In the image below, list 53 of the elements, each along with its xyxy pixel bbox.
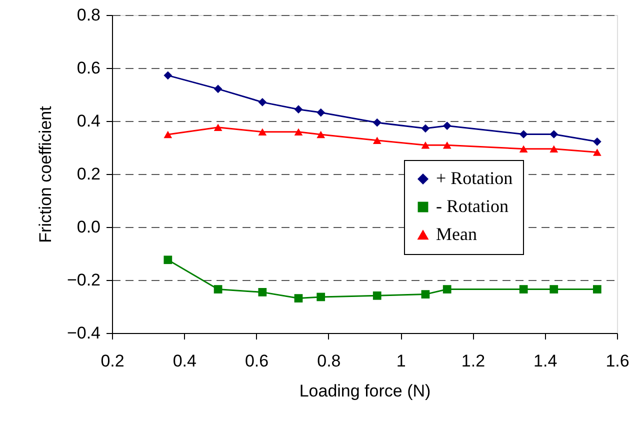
point <box>592 137 602 146</box>
y-tick-label: 0.8 <box>76 6 100 24</box>
point <box>421 290 430 298</box>
point <box>519 145 528 152</box>
point <box>258 98 267 106</box>
point <box>316 130 326 138</box>
point <box>442 141 452 149</box>
point <box>519 130 528 138</box>
point <box>294 105 303 114</box>
legend-label: Mean <box>436 224 477 244</box>
x-tick-label: 1.2 <box>461 352 486 370</box>
point <box>442 122 452 130</box>
point <box>550 130 558 138</box>
point <box>164 130 172 138</box>
x-axis-title: Loading force (N) <box>299 382 431 400</box>
y-tick-label: −0.2 <box>66 270 100 290</box>
y-tick-label: −0.4 <box>66 324 100 342</box>
y-axis-title: Friction coefficient <box>36 106 55 243</box>
x-tick-label: 0.2 <box>100 352 124 370</box>
x-tick-label: 1.6 <box>606 352 630 370</box>
point <box>372 118 382 127</box>
x-tick-label: 0.4 <box>172 352 196 370</box>
point <box>214 84 222 94</box>
point <box>258 128 267 136</box>
y-tick-label: 0.4 <box>76 112 100 130</box>
point <box>372 136 382 144</box>
point <box>372 291 382 300</box>
point <box>164 71 172 80</box>
point <box>442 285 452 294</box>
point <box>294 128 303 136</box>
point <box>550 285 558 294</box>
point <box>519 285 528 294</box>
legend-label: - Rotation <box>436 196 508 216</box>
x-tick-label: 0.6 <box>244 352 269 370</box>
point <box>316 108 326 117</box>
x-tick-label: 1 <box>396 352 406 370</box>
point <box>592 148 602 156</box>
x-tick-label: 0.8 <box>317 352 341 370</box>
x-tick-label: 1.4 <box>534 352 558 370</box>
point <box>550 145 558 152</box>
point <box>421 141 430 149</box>
point <box>421 124 430 133</box>
point <box>592 285 602 294</box>
point <box>214 285 222 294</box>
point <box>258 288 267 296</box>
point <box>164 256 172 264</box>
point <box>214 124 222 131</box>
y-tick-label: 0.0 <box>76 218 100 236</box>
legend-label: + Rotation <box>436 168 513 188</box>
y-tick-label: 0.2 <box>76 164 100 184</box>
point <box>294 294 303 302</box>
y-tick-label: 0.6 <box>76 58 100 78</box>
point <box>316 292 326 302</box>
